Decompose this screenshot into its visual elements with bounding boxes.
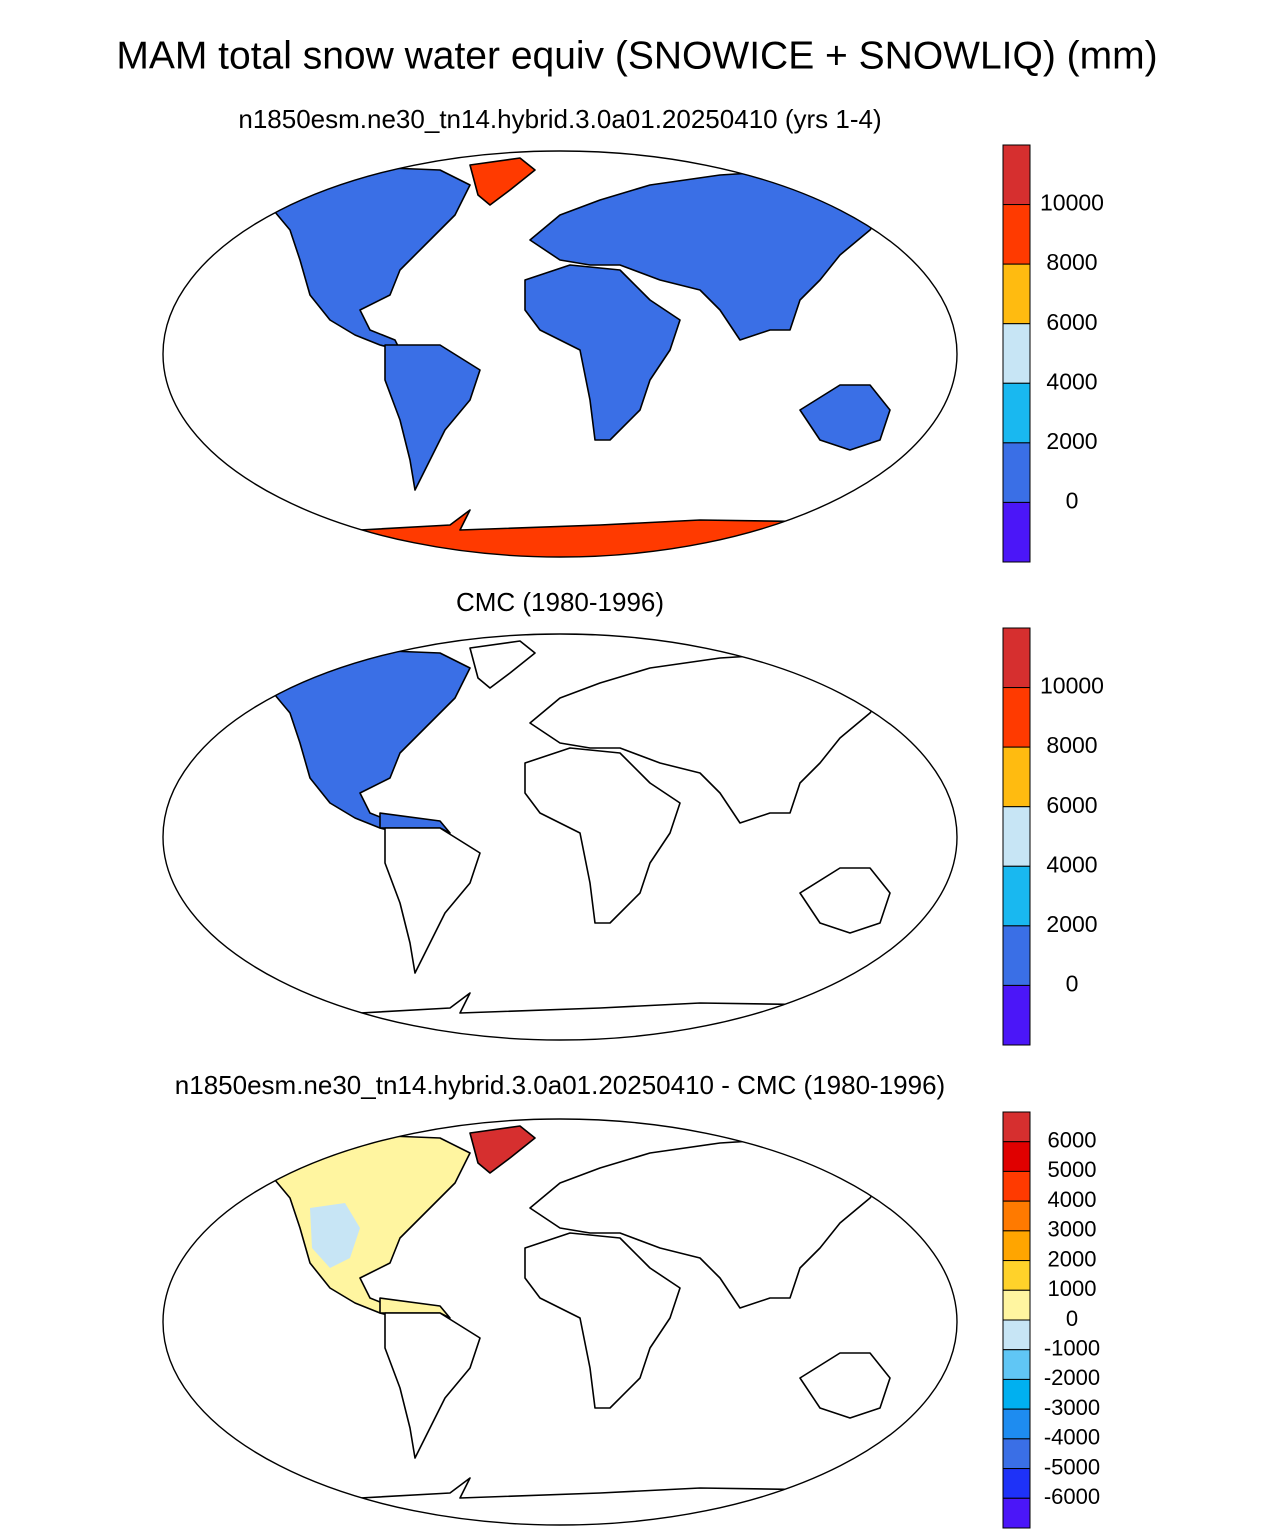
panel-subtitle: n1850esm.ne30_tn14.hybrid.3.0a01.2025041…	[175, 1070, 945, 1100]
map	[162, 633, 958, 1041]
colorbar-label: 5000	[1048, 1157, 1097, 1182]
colorbar-box	[1002, 865, 1031, 927]
map	[162, 150, 958, 558]
colorbar-label: -2000	[1044, 1365, 1100, 1390]
colorbar-label: 6000	[1048, 1128, 1097, 1153]
colorbar-label: 0	[1066, 971, 1079, 997]
colorbar-box	[1002, 1408, 1031, 1440]
colorbar-label: 10000	[1040, 673, 1104, 699]
colorbar-box	[1002, 1260, 1031, 1291]
colorbar-box	[1002, 627, 1031, 689]
colorbar-box	[1002, 1349, 1031, 1380]
colorbar-box	[1002, 501, 1031, 563]
colorbar-box	[1002, 442, 1031, 503]
colorbar-box	[1002, 746, 1031, 808]
colorbar-label: -1000	[1044, 1336, 1100, 1361]
colorbar-label: -3000	[1044, 1395, 1100, 1420]
colorbar-label: 6000	[1046, 309, 1097, 335]
colorbar-label: -5000	[1044, 1454, 1100, 1479]
colorbar-box	[1002, 1141, 1031, 1172]
colorbar-box	[1002, 1468, 1031, 1499]
colorbar-box	[1002, 1200, 1031, 1232]
colorbar-label: -6000	[1044, 1484, 1100, 1509]
colorbar-box	[1002, 1289, 1031, 1321]
colorbar-label: 6000	[1046, 792, 1097, 818]
colorbar-label: 0	[1066, 488, 1079, 514]
colorbar-label: 3000	[1048, 1217, 1097, 1242]
colorbar-label: 2000	[1048, 1246, 1097, 1271]
colorbar-label: 8000	[1046, 249, 1097, 275]
colorbar-box	[1002, 1170, 1031, 1202]
colorbar-label: 10000	[1040, 190, 1104, 216]
colorbar-label: 4000	[1046, 368, 1097, 394]
panel-subtitle: n1850esm.ne30_tn14.hybrid.3.0a01.2025041…	[238, 104, 881, 134]
colorbar-label: 2000	[1046, 428, 1097, 454]
colorbar-label: 1000	[1048, 1276, 1097, 1301]
colorbar-box	[1002, 1497, 1031, 1529]
colorbar-box	[1002, 806, 1031, 867]
colorbar-label: 4000	[1046, 851, 1097, 877]
figure-title: MAM total snow water equiv (SNOWICE + SN…	[116, 34, 1157, 77]
colorbar-label: 2000	[1046, 911, 1097, 937]
colorbar-box	[1002, 1111, 1031, 1143]
colorbar-box	[1002, 144, 1031, 206]
colorbar-box	[1002, 984, 1031, 1046]
colorbar-box	[1002, 263, 1031, 325]
colorbar-box	[1002, 323, 1031, 384]
colorbar-box	[1002, 204, 1031, 265]
colorbar-box	[1002, 925, 1031, 986]
colorbar-label: 4000	[1048, 1187, 1097, 1212]
colorbar-label: -4000	[1044, 1425, 1100, 1450]
map	[162, 1118, 958, 1526]
panel-subtitle: CMC (1980-1996)	[456, 587, 664, 617]
colorbar-box	[1002, 687, 1031, 748]
colorbar-box	[1002, 1438, 1031, 1470]
colorbar-label: 8000	[1046, 732, 1097, 758]
colorbar-box	[1002, 1319, 1031, 1351]
colorbar-box	[1002, 1378, 1031, 1410]
colorbar-label: 0	[1066, 1306, 1078, 1331]
colorbar-box	[1002, 382, 1031, 444]
colorbar-box	[1002, 1230, 1031, 1262]
